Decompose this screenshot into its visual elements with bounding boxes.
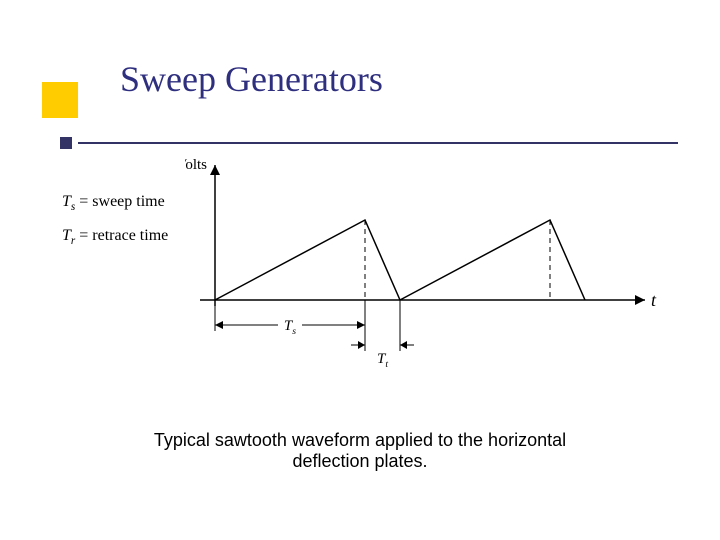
svg-text:Tt: Tt: [377, 351, 388, 370]
svg-text:t: t: [651, 290, 657, 310]
legend: Ts = sweep time Tr = retrace time: [62, 193, 168, 247]
caption: Typical sawtooth waveform applied to the…: [0, 430, 720, 472]
caption-line1: Typical sawtooth waveform applied to the…: [154, 430, 566, 450]
legend-line-tr: Tr = retrace time: [62, 227, 168, 247]
sawtooth-diagram: VoltstTsTt: [185, 155, 665, 375]
title-rule: [78, 142, 678, 144]
caption-line2: deflection plates.: [292, 451, 427, 471]
rule-bullet: [60, 137, 72, 149]
accent-square: [42, 82, 78, 118]
svg-text:Volts: Volts: [185, 157, 207, 173]
legend-line-ts: Ts = sweep time: [62, 193, 168, 213]
page-title: Sweep Generators: [120, 58, 383, 100]
